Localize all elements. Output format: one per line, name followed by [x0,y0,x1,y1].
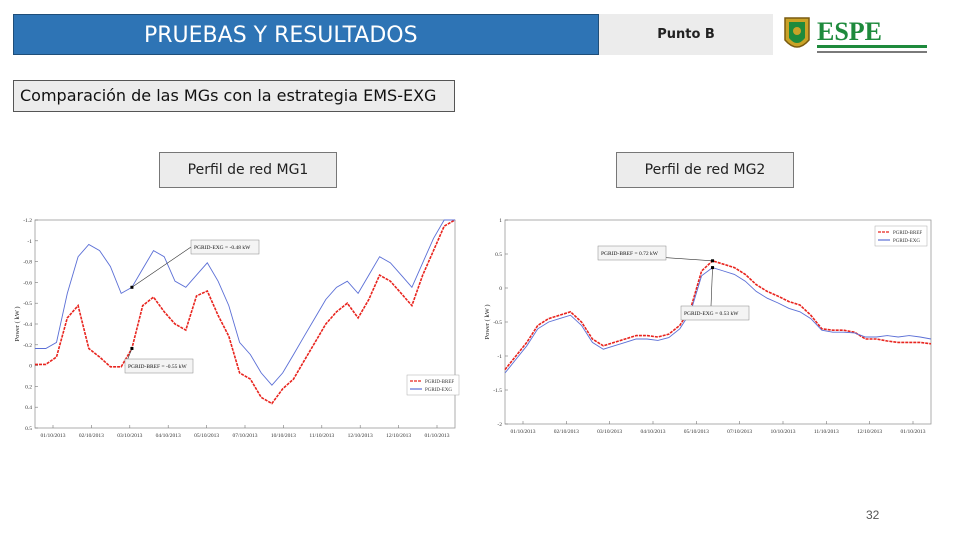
legend-entry: PGRID-EXG [425,388,452,393]
x-tick-label: 01/10/2013 [424,433,449,439]
x-tick-label: 07/10/2013 [232,433,257,439]
y-tick-label: 0 [499,286,502,292]
annotation-label: PGRID-EXG = 0.53 kW [684,311,739,317]
x-tick-label: 10/10/2013 [271,433,296,439]
plot-frame [34,219,456,429]
annotation-label: PGRID-BREF = -0.55 kW [128,364,188,370]
x-tick-label: 03/10/2013 [597,429,622,435]
x-tick-label: 12/10/2013 [857,429,882,435]
chart-mg1: -1.2 -1 -0.8 -0.6 -0.5 -0.4 -0.2 0 0.2 0.4 0.5 01/1… [14,218,460,439]
chart-mg2: 1 0.5 0 -0.5 -1 -1.5 -2 01/10/2013 02/10/2013 03/… [484,218,932,435]
legend-entry: PGRID-BREF [893,231,922,236]
logo-wordmark: ESPE [817,17,882,46]
x-tick-label: 12/10/2013 [348,433,373,439]
annotation-box [190,239,260,255]
x-tick-label: 12/10/2013 [386,433,411,439]
y-tick-label: -1 [27,239,32,245]
x-tick-label: 03/10/2013 [117,433,142,439]
x-tick-label: 01/10/2013 [40,433,65,439]
x-tick-label: 04/10/2013 [640,429,665,435]
y-tick-label: 1 [499,218,502,224]
slide-title: PRUEBAS Y RESULTADOS [13,14,599,55]
annotation-marker [711,259,715,263]
logo-tagline-bar [817,45,927,48]
x-tick-label: 05/10/2013 [684,429,709,435]
y-tick-label: -0.4 [23,322,32,328]
y-tick-label: 0 [29,364,32,370]
legend-entry: PGRID-EXG [893,239,920,244]
annotation-box [124,358,194,374]
x-tick-label: 11/10/2013 [309,433,334,439]
legend: PGRID-BREF PGRID-EXG [874,225,928,247]
y-tick-label: -1.5 [493,388,502,394]
y-tick-label: 0.5 [495,252,502,258]
annotation-label: PGRID-BREF = 0.72 kW [601,251,659,257]
crest-icon [784,17,810,48]
x-tick-label: 11/10/2013 [814,429,839,435]
annotation-marker [130,346,134,350]
x-tick-label: 01/10/2013 [510,429,535,435]
y-axis-label: Power ( kW ) [14,306,21,341]
plot-frame [504,219,932,425]
y-tick-label: -0.2 [23,343,32,349]
y-tick-label: 0.2 [25,384,32,390]
x-tick-label: 04/10/2013 [156,433,181,439]
series-line-ref [35,219,456,405]
series-line-ref [504,259,932,371]
label-mg1: Perfil de red MG1 [159,152,337,188]
x-tick-label: 01/10/2013 [900,429,925,435]
series-line-exg [504,267,932,374]
y-tick-label: 0.5 [25,426,32,432]
y-tick-label: -1 [497,354,502,360]
annotation-box [597,245,667,261]
espe-logo: ESPE [784,17,927,53]
annotation-label: PGRID-EXG = -0.48 kW [194,245,251,251]
x-tick-label: 07/10/2013 [727,429,752,435]
y-tick-label: -0.5 [23,301,32,307]
annotation-leader [710,267,713,307]
series-line-exg [35,219,455,386]
legend-entry: PGRID-BREF [425,380,454,385]
y-tick-label: -1.2 [23,218,32,224]
y-tick-label: -0.6 [23,280,32,286]
annotation-leader [131,246,192,288]
x-tick-label: 10/10/2013 [770,429,795,435]
legend: PGRID-BREF PGRID-EXG [406,374,460,396]
y-tick-label: -0.5 [493,320,502,326]
annotation-marker [711,266,715,270]
annotation-box [680,305,750,321]
point-label: Punto B [599,14,773,55]
y-tick-label: -0.8 [23,260,32,266]
page-number: 32 [866,508,880,522]
y-axis-label: Power ( kW ) [484,304,491,339]
legend-box [406,374,460,396]
x-tick-label: 02/10/2013 [554,429,579,435]
y-tick-label: 0.4 [25,405,32,411]
x-tick-label: 02/10/2013 [79,433,104,439]
label-mg2: Perfil de red MG2 [616,152,794,188]
logo-tagline-bar-2 [817,51,927,53]
legend-box [874,225,928,247]
annotation-marker [130,285,134,289]
y-tick-label: -2 [497,422,502,428]
x-tick-label: 05/10/2013 [194,433,219,439]
subtitle: Comparación de las MGs con la estrategia… [13,80,455,112]
